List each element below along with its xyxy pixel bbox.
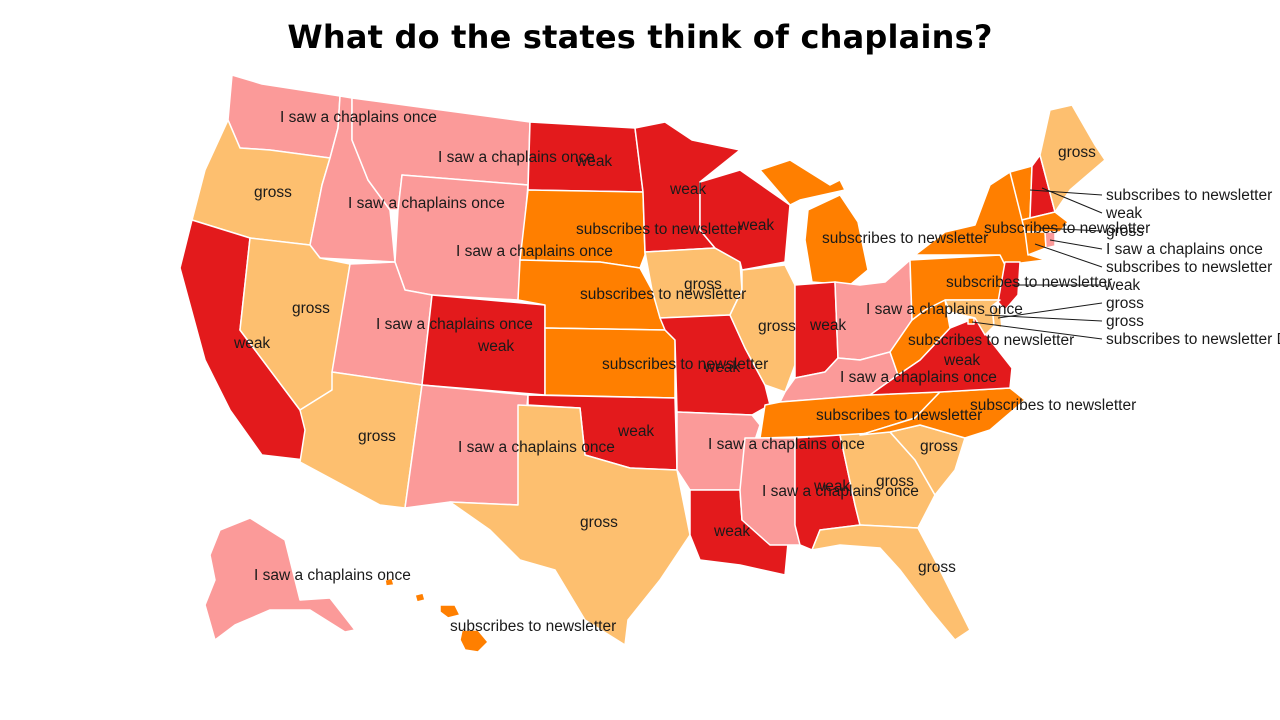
state-TX [449,404,691,646]
state-label-KY: I saw a chaplains once [840,369,997,386]
state-label-RI: I saw a chaplains once [1106,241,1263,258]
state-DC [967,317,975,325]
state-label-MI: subscribes to newsletter [822,230,988,247]
state-label-KS: subscribes to newsletter [602,356,768,373]
state-label-NV: gross [292,300,330,317]
state-FL [811,524,971,641]
state-AK [204,517,356,641]
state-label-NM: I saw a chaplains once [458,439,615,456]
state-label-CO: weak [477,338,514,355]
state-label-AK: I saw a chaplains once [254,567,411,584]
state-label-MA: gross [1106,223,1144,240]
state-NJ [997,261,1021,311]
state-label-MO: weak [703,359,740,376]
leader-line-DC [971,321,1103,340]
state-label-MS: I saw a chaplains once [762,483,919,500]
state-label-NY: subscribes to newsletter [984,220,1150,237]
state-label-OR: gross [254,184,292,201]
state-label-SC: gross [920,438,958,455]
state-HI [384,577,489,653]
state-label-CA: weak [233,335,270,352]
state-label-VT: subscribes to newsletter [1106,187,1272,204]
leader-line-DE [997,302,1103,319]
state-label-NJ: weak [1103,277,1140,294]
leader-line-MD [984,314,1103,322]
states-layer [179,74,1106,653]
state-WY [394,174,529,301]
state-labels: I saw a chaplains once I saw a chaplains … [233,109,1280,635]
state-label-ND: weak [575,153,612,170]
state-label-GA: gross [876,473,914,490]
state-label-OK: weak [617,423,654,440]
state-label-TN: subscribes to newsletter [816,407,982,424]
state-label-AL: weak [813,478,850,495]
state-label-MT: I saw a chaplains once [438,149,595,166]
state-label-WA: I saw a chaplains once [280,109,437,126]
state-label-AZ: gross [358,428,396,445]
state-IL [729,264,796,393]
state-label-AR: I saw a chaplains once [708,436,865,453]
state-label-IA: gross [684,276,722,293]
state-label-ID: I saw a chaplains once [348,195,505,212]
leader-line-RI [1049,239,1103,250]
leader-line-NH [1041,187,1103,214]
state-MI [759,159,869,286]
state-MD [944,299,1001,336]
state-label-DC: subscribes to newsletter DC [1106,331,1280,348]
state-label-LA: weak [713,523,750,540]
map-title: What do the states think of chaplains? [287,18,993,56]
state-label-ME: gross [1058,144,1096,161]
state-label-IL: gross [758,318,796,335]
state-label-MD: gross [1106,313,1144,330]
state-label-OH: I saw a chaplains once [866,301,1023,318]
state-label-UT: I saw a chaplains once [376,316,533,333]
state-ME [1039,104,1106,213]
leader-line-VT [1029,189,1103,196]
state-label-NC: subscribes to newsletter [970,397,1136,414]
state-label-HI: subscribes to newsletter [450,618,616,635]
state-label-DE: gross [1106,295,1144,312]
state-label-VA: weak [943,352,980,369]
state-label-PA: subscribes to newsletter [946,274,1112,291]
state-label-NE: subscribes to newsletter [580,286,746,303]
leader-lines [971,187,1103,340]
state-label-FL: gross [918,559,956,576]
state-label-WY: I saw a chaplains once [456,243,613,260]
state-label-NH: weak [1105,205,1142,222]
leader-line-CT [1034,243,1103,268]
state-label-WI: weak [737,217,774,234]
state-label-WV: subscribes to newsletter [908,332,1074,349]
state-label-TX: gross [580,514,618,531]
state-KS [544,327,676,399]
leader-line-MA [1039,227,1103,232]
state-label-CT: subscribes to newsletter [1106,259,1272,276]
state-label-MN: weak [669,181,706,198]
state-label-IN: weak [809,317,846,334]
state-label-SD: subscribes to newsletter [576,221,742,238]
